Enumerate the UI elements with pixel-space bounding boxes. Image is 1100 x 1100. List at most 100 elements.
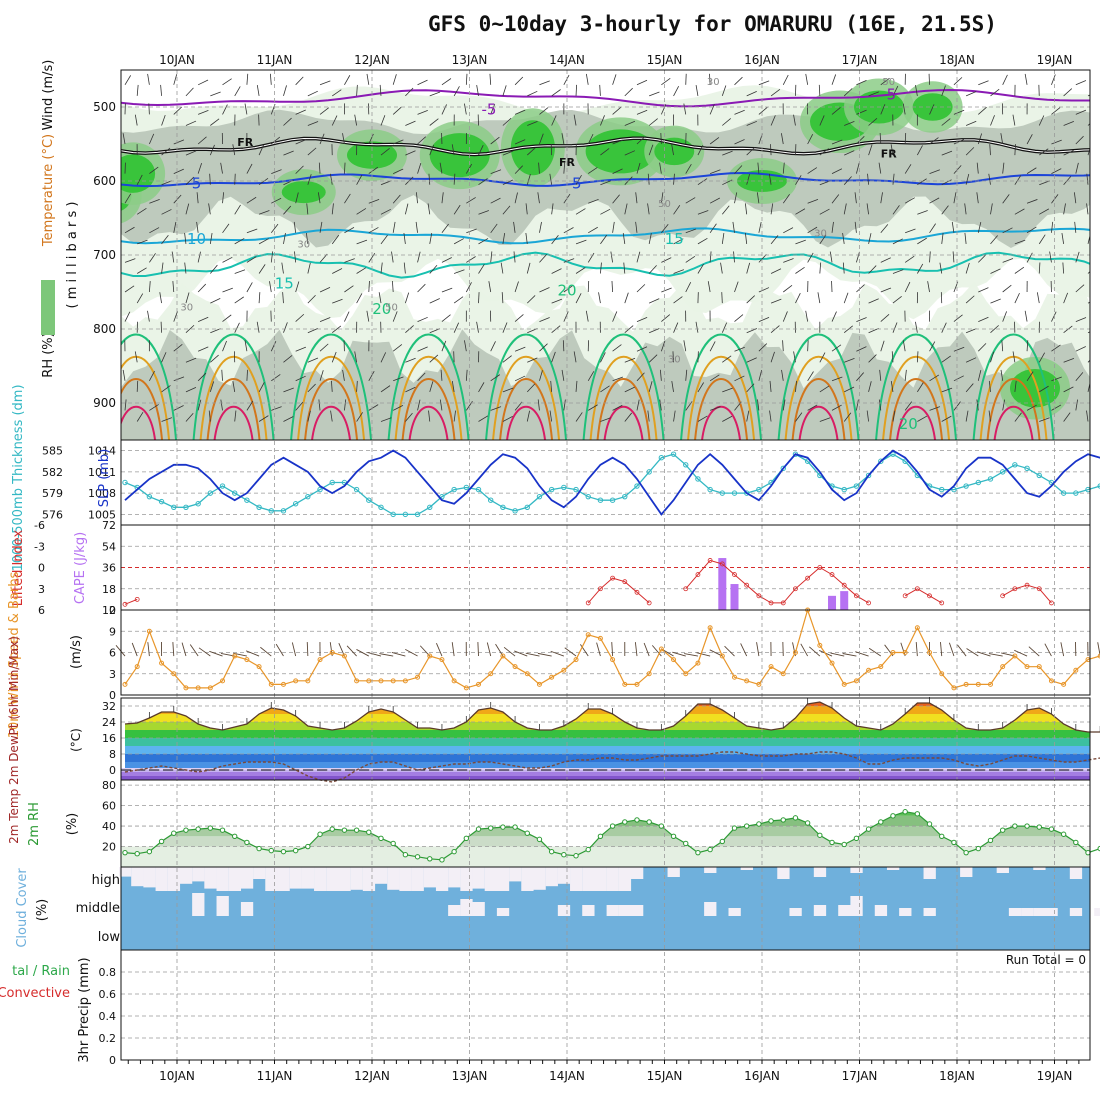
wind-barb [441, 104, 447, 115]
y-tick-label: 600 [93, 174, 116, 188]
rh-point [890, 813, 896, 819]
wind-barb [1036, 292, 1040, 304]
wind-barb [868, 354, 877, 363]
wind-barb [695, 84, 699, 96]
wind-barb [1002, 162, 1005, 174]
wind-barb [131, 642, 138, 657]
wind-barb [269, 281, 272, 293]
precip-conv-label: Convective [0, 986, 70, 1001]
rh-point [268, 847, 274, 854]
wind-barb [917, 382, 924, 393]
wind-barb [159, 292, 162, 304]
wind-barb [417, 316, 428, 322]
cloud-clear-high [143, 867, 156, 888]
wind-barb [234, 322, 240, 333]
wind-barb [856, 346, 867, 352]
isotherm-dome [213, 405, 254, 440]
rh-point [305, 843, 311, 850]
cloud-clear-mid [606, 905, 619, 916]
cloud-clear-mid [1094, 908, 1100, 916]
wind-barb [734, 139, 745, 145]
li-point [707, 558, 713, 563]
cloud-clear-mid [448, 905, 461, 916]
rh-point [402, 852, 409, 858]
wind-barb [734, 192, 738, 204]
wind-barb [596, 642, 601, 657]
wind-barb [941, 205, 949, 215]
wind-barb [878, 399, 882, 411]
wind-barb [1039, 208, 1050, 215]
isotherm-dome [121, 378, 164, 440]
wind-barb [868, 265, 877, 274]
wind-barb [392, 311, 398, 322]
wind-barb [634, 642, 638, 657]
wind-barb [819, 417, 831, 422]
rh-point [451, 848, 457, 855]
wind-unit-label: (m/s) [69, 635, 84, 669]
wind-barb [486, 642, 492, 657]
wind-barb [208, 203, 211, 215]
wind-barb [380, 262, 383, 274]
thickness-point [987, 476, 994, 482]
cloud-clear-mid [838, 905, 851, 916]
cloud-clear-mid [496, 908, 510, 916]
wind-barb [672, 351, 674, 363]
wind-barb [527, 147, 536, 156]
cloud-level-label: high [92, 873, 120, 888]
wind-barb [502, 387, 514, 393]
wind-barb [783, 285, 793, 293]
wind-barb [281, 262, 284, 274]
wind-barb [929, 374, 940, 382]
rh-point [695, 849, 701, 856]
wind-barb [1024, 310, 1028, 322]
wind-barb [161, 235, 169, 245]
wind-barb [415, 192, 418, 204]
wind-barb [295, 375, 306, 382]
rh2m-panel: 80 60 40 20 [102, 779, 1100, 867]
x-tick-label-bottom: 12JAN [354, 1069, 390, 1083]
wind-speed-point [268, 681, 274, 687]
wind-speed-point [951, 685, 957, 691]
cloud-clear-high [423, 867, 437, 888]
wind-barb [880, 287, 892, 293]
wind-barb [453, 322, 460, 333]
wind-barb [661, 314, 671, 322]
isotherm-label: -5 [881, 86, 896, 104]
rh-point [195, 826, 201, 832]
isotherm-dome [701, 405, 742, 440]
wind-barb [319, 370, 324, 381]
cold-band [121, 776, 1090, 780]
wind-barb [490, 341, 496, 352]
wind-barb [234, 204, 241, 215]
wind-barb [417, 79, 428, 86]
wind-barb [880, 192, 883, 204]
wind-barb [818, 84, 821, 96]
wind-barb [831, 311, 837, 322]
wind-barb [525, 203, 528, 215]
wind-speed-line [124, 608, 1100, 689]
thickness-point [317, 486, 323, 493]
thickness-point [865, 472, 872, 479]
wind-speed-point [524, 671, 530, 677]
wind-speed-point [512, 664, 518, 670]
wind-barb [905, 228, 916, 234]
wind-speed-point [341, 653, 347, 659]
isotherm-dome [875, 333, 958, 440]
wind-barb [647, 410, 650, 422]
wind-barb [366, 310, 370, 322]
wind-barb [636, 79, 648, 86]
rh-contour-label: 50 [385, 303, 398, 314]
wind-barb [356, 174, 363, 185]
wind-barb [856, 372, 864, 382]
wind-barb [1001, 340, 1004, 352]
rh-point [780, 817, 786, 823]
rh-tick-label: 40 [102, 820, 116, 833]
wind-barb [978, 106, 987, 115]
wind-barb [709, 406, 721, 411]
wind-barb [685, 282, 692, 293]
wind-barb [734, 314, 744, 322]
rh-point [1024, 823, 1030, 829]
wind-barb [892, 173, 895, 185]
isotherm-dome [582, 333, 665, 440]
thickness-point [244, 497, 250, 503]
